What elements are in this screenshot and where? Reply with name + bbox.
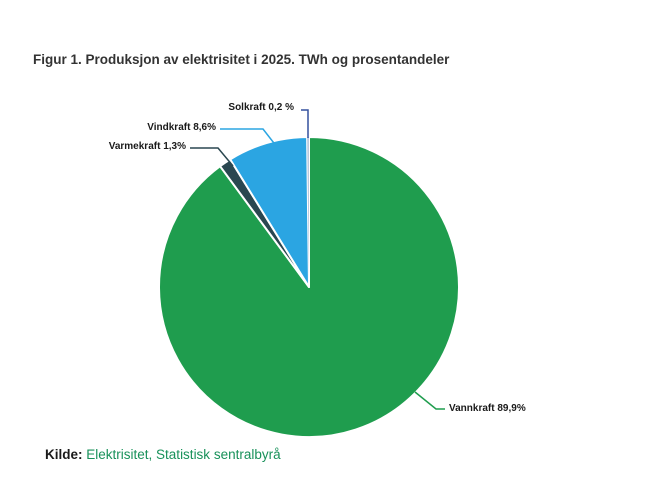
- slice-label-vannkraft: Vannkraft 89,9%: [449, 403, 526, 414]
- pie-slice-solkraft[interactable]: [307, 136, 309, 287]
- leader-line-vindkraft: [220, 128, 278, 148]
- slice-label-varmekraft: Varmekraft 1,3%: [108, 141, 186, 152]
- chart-title: Figur 1. Produksjon av elektrisitet i 20…: [33, 52, 450, 67]
- slice-label-vindkraft: Vindkraft 8,6%: [147, 122, 216, 133]
- pie-slice-vindkraft[interactable]: [229, 136, 310, 288]
- slice-label-solkraft: Solkraft 0,2 %: [228, 102, 294, 113]
- leader-line-vannkraft: [414, 391, 445, 410]
- leader-line-solkraft: [301, 109, 309, 138]
- leader-line-varmekraft: [190, 147, 234, 167]
- source-label: Kilde:: [45, 447, 83, 462]
- source-line: Kilde: Elektrisitet, Statistisk sentralb…: [45, 447, 281, 462]
- source-link[interactable]: Elektrisitet, Statistisk sentralbyrå: [86, 447, 281, 462]
